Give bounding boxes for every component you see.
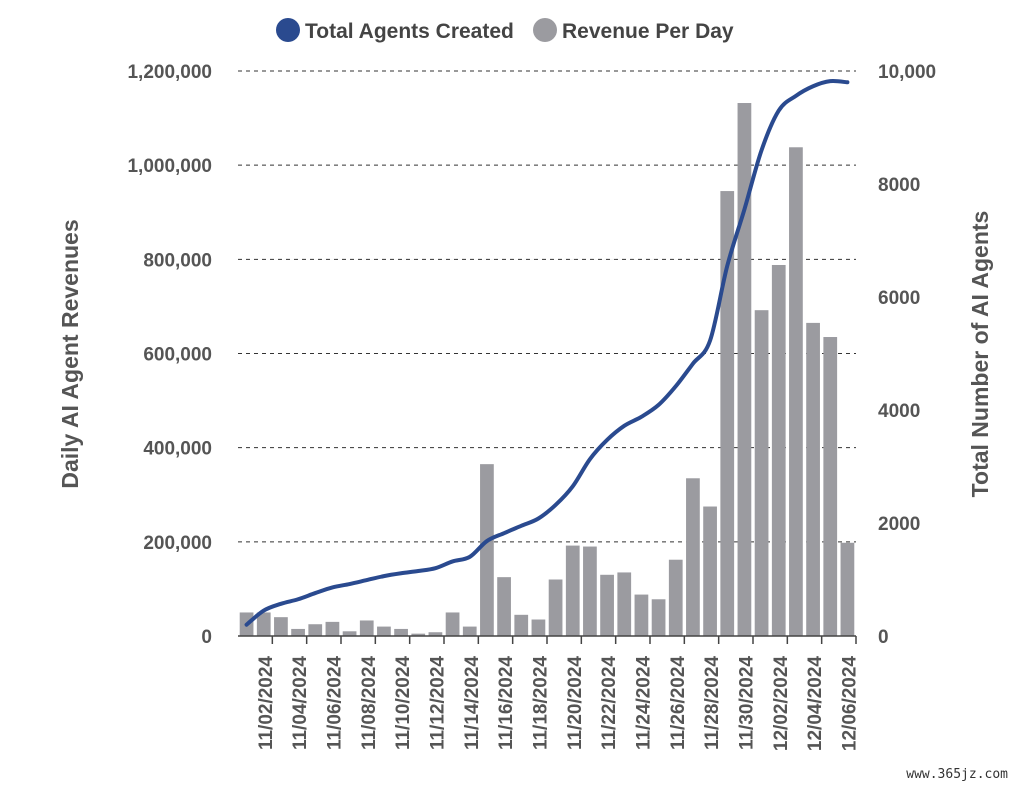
revenue-bar xyxy=(256,612,271,636)
right-axis-title: Total Number of AI Agents xyxy=(967,211,993,498)
legend-label-agents: Total Agents Created xyxy=(305,20,514,43)
revenue-bar xyxy=(359,620,374,636)
revenue-bars xyxy=(239,103,855,637)
left-tick-label: 200,000 xyxy=(143,533,212,554)
x-tick-label: 11/04/2024 xyxy=(290,656,311,750)
x-tick-label: 11/30/2024 xyxy=(736,656,757,750)
x-tick-label: 11/28/2024 xyxy=(702,656,723,750)
legend-marker-revenue xyxy=(533,18,557,42)
right-tick-label: 6000 xyxy=(878,288,920,309)
x-tick-label: 11/10/2024 xyxy=(393,656,414,750)
revenue-bar xyxy=(445,612,460,636)
right-tick-label: 2000 xyxy=(878,514,920,535)
gridlines xyxy=(238,70,856,543)
right-tick-label: 10,000 xyxy=(878,62,936,83)
left-tick-label: 800,000 xyxy=(143,250,212,271)
revenue-bar xyxy=(806,322,820,636)
revenue-bar xyxy=(823,337,838,636)
revenue-bar xyxy=(462,626,477,636)
legend: Total Agents Created Revenue Per Day xyxy=(276,18,734,43)
revenue-bar xyxy=(377,626,391,636)
x-tick-label: 11/22/2024 xyxy=(599,656,620,750)
x-tick-label: 11/24/2024 xyxy=(633,656,654,750)
agents-line-path xyxy=(244,79,850,627)
revenue-bar xyxy=(720,191,735,636)
revenue-bar xyxy=(703,506,717,636)
agents-line xyxy=(244,79,850,627)
left-tick-label: 600,000 xyxy=(143,345,212,366)
revenue-bar xyxy=(411,633,426,636)
right-tick-label: 4000 xyxy=(878,401,920,422)
revenue-bar xyxy=(668,559,683,636)
revenue-bar xyxy=(514,614,529,636)
x-tick-label: 12/02/2024 xyxy=(771,656,792,752)
x-tick-label: 11/26/2024 xyxy=(668,656,689,750)
x-axis-ticks: 11/02/2024 11/04/2024 11/06/2024 11/08/2024… xyxy=(256,636,860,752)
left-axis-ticks: 0 200,000 400,000 600,000 800,000 1,000,000 1,… xyxy=(127,62,212,648)
right-tick-label: 0 xyxy=(878,627,889,648)
x-tick-label: 11/20/2024 xyxy=(565,656,586,750)
legend-marker-agents xyxy=(276,18,300,42)
revenue-bar xyxy=(600,574,614,636)
x-tick-label: 12/04/2024 xyxy=(805,656,826,752)
right-axis-ticks: 0 2000 4000 6000 8000 10,000 xyxy=(878,62,936,648)
revenue-bar xyxy=(548,579,563,636)
left-tick-label: 1,000,000 xyxy=(127,156,212,177)
revenue-bar xyxy=(754,310,769,636)
revenue-bar xyxy=(686,478,700,636)
left-tick-label: 1,200,000 xyxy=(127,62,212,83)
left-tick-label: 400,000 xyxy=(143,439,212,460)
revenue-bar xyxy=(531,619,546,636)
revenue-bar xyxy=(308,624,323,636)
revenue-bar xyxy=(651,599,666,636)
x-tick-label: 11/08/2024 xyxy=(359,656,380,750)
x-tick-label: 11/18/2024 xyxy=(530,656,551,750)
revenue-bar xyxy=(274,617,288,636)
revenue-bar xyxy=(737,103,752,637)
x-tick-label: 11/06/2024 xyxy=(324,656,345,750)
revenue-bar xyxy=(291,628,305,636)
x-tick-label: 11/02/2024 xyxy=(256,656,277,750)
revenue-bar xyxy=(394,628,408,636)
x-tick-label: 11/16/2024 xyxy=(496,656,517,750)
left-axis-title: Daily AI Agent Revenues xyxy=(57,219,83,488)
x-tick-label: 11/14/2024 xyxy=(462,656,483,750)
left-tick-label: 0 xyxy=(201,627,212,648)
revenue-bar xyxy=(771,264,786,636)
revenue-bar xyxy=(497,577,511,636)
revenue-bar xyxy=(428,632,443,636)
watermark: www.365jz.com xyxy=(906,767,1008,782)
right-tick-label: 8000 xyxy=(878,175,920,196)
revenue-bar xyxy=(565,545,580,636)
revenue-bar xyxy=(840,542,855,636)
revenue-bar xyxy=(617,572,632,636)
legend-label-revenue: Revenue Per Day xyxy=(562,20,734,43)
revenue-bar xyxy=(325,621,340,636)
x-tick-label: 12/06/2024 xyxy=(839,656,860,752)
revenue-bar xyxy=(480,464,494,636)
revenue-bar xyxy=(789,147,803,636)
revenue-bar xyxy=(342,631,357,636)
revenue-bar xyxy=(583,546,597,636)
revenue-bar xyxy=(634,594,649,636)
x-tick-label: 11/12/2024 xyxy=(427,656,448,750)
